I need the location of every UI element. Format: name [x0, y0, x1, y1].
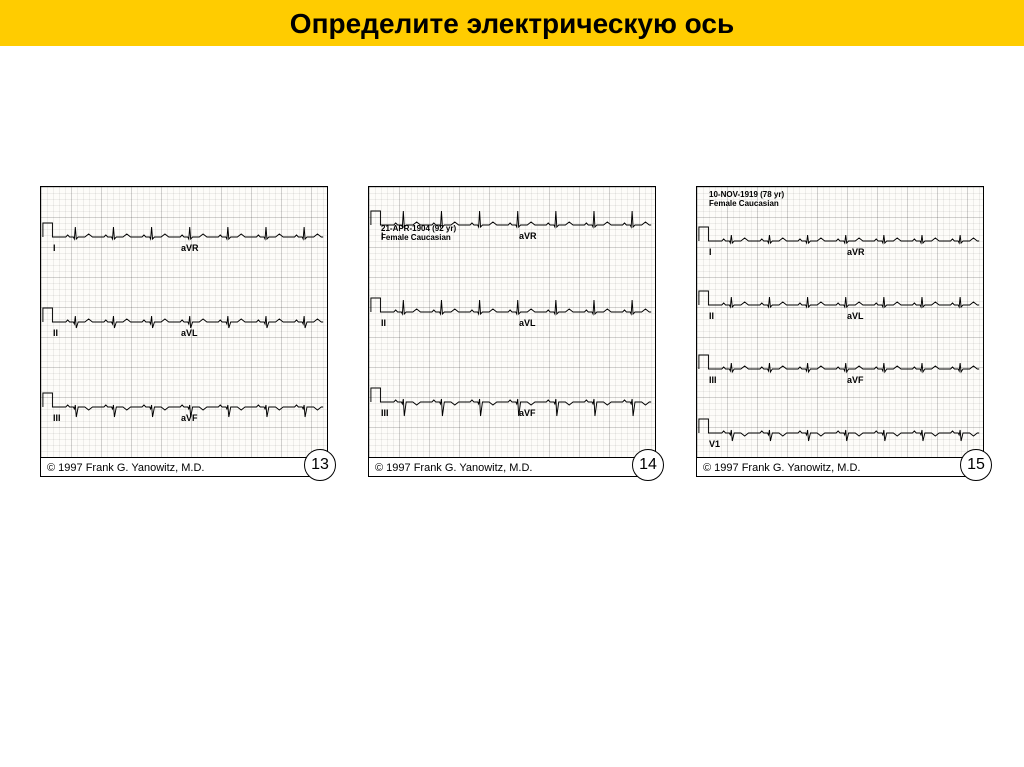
- ecg-trace-path: [699, 419, 979, 441]
- ecg-trace-svg: [697, 275, 983, 335]
- lead-label-right: aVF: [181, 413, 198, 423]
- patient-info-line1: 10-NOV-1919 (78 yr): [709, 190, 784, 199]
- copyright-text: © 1997 Frank G. Yanowitz, M.D.: [696, 458, 984, 477]
- ecg-trace-row: V1: [697, 403, 983, 458]
- lead-label-right: aVF: [519, 408, 536, 418]
- lead-label-left: II: [53, 328, 58, 338]
- ecg-card: IaVR II aVL III aVF © 1997 Frank G. Yanowitz,…: [40, 186, 328, 477]
- lead-label-right: aVL: [181, 328, 198, 338]
- ecg-trace-path: [43, 308, 323, 328]
- ecg-trace-row: IaVR: [697, 211, 983, 271]
- ecg-trace-path: [699, 227, 979, 243]
- lead-label-left: III: [709, 375, 717, 385]
- ecg-trace-path: [699, 291, 979, 307]
- lead-label-left: III: [53, 413, 61, 423]
- ecg-trace-svg: [369, 195, 655, 255]
- ecg-box: IaVR II aVL III aVF: [40, 186, 328, 458]
- ecg-trace-row: III aVF: [369, 372, 655, 432]
- ecg-trace-svg: [41, 377, 327, 437]
- lead-label-left: I: [381, 231, 384, 241]
- ecg-trace-svg: [697, 339, 983, 399]
- ecg-trace-row: III aVF: [697, 339, 983, 399]
- ecg-trace-row: III aVF: [41, 377, 327, 437]
- ecg-card: 10-NOV-1919 (78 yr)Female CaucasianIaVRI…: [696, 186, 984, 477]
- lead-label-left: I: [709, 247, 712, 257]
- card-number-badge: 13: [304, 449, 336, 481]
- ecg-trace-svg: [41, 207, 327, 267]
- ecg-trace-path: [371, 298, 651, 314]
- lead-label-right: aVR: [847, 247, 865, 257]
- lead-label-left: II: [709, 311, 714, 321]
- ecg-trace-path: [371, 211, 651, 227]
- ecg-trace-svg: [41, 292, 327, 352]
- ecg-box: 10-NOV-1919 (78 yr)Female CaucasianIaVRI…: [696, 186, 984, 458]
- ecg-trace-row: IaVR: [41, 207, 327, 267]
- ecg-trace-path: [699, 355, 979, 372]
- patient-info-line2: Female Caucasian: [709, 199, 779, 208]
- ecg-trace-row: II aVL: [369, 282, 655, 342]
- lead-label-right: aVL: [519, 318, 536, 328]
- lead-label-right: aVR: [519, 231, 537, 241]
- ecg-trace-row: II aVL: [41, 292, 327, 352]
- lead-label-left: III: [381, 408, 389, 418]
- lead-label-left: V1: [709, 439, 720, 449]
- patient-info: 10-NOV-1919 (78 yr)Female Caucasian: [709, 191, 784, 209]
- ecg-trace-path: [371, 388, 651, 416]
- ecg-trace-svg: [369, 372, 655, 432]
- lead-label-right: aVL: [847, 311, 864, 321]
- lead-label-right: aVR: [181, 243, 199, 253]
- ecg-box: 21-APR-1904 (92 yr)Female CaucasianIaVRI…: [368, 186, 656, 458]
- page-title: Определите электрическую ось: [0, 8, 1024, 40]
- card-number-badge: 14: [632, 449, 664, 481]
- card-number-badge: 15: [960, 449, 992, 481]
- ecg-trace-svg: [369, 282, 655, 342]
- ecg-card-row: IaVRIIaVLIIIaVF© 1997 Frank G. Yanowitz,…: [0, 46, 1024, 477]
- ecg-trace-path: [43, 223, 323, 239]
- lead-label-left: II: [381, 318, 386, 328]
- lead-label-right: aVF: [847, 375, 864, 385]
- ecg-trace-svg: [697, 211, 983, 271]
- ecg-trace-row: IaVR: [369, 195, 655, 255]
- copyright-text: © 1997 Frank G. Yanowitz, M.D.: [40, 458, 328, 477]
- lead-label-left: I: [53, 243, 56, 253]
- ecg-trace-row: II aVL: [697, 275, 983, 335]
- ecg-trace-svg: [697, 403, 983, 458]
- title-bar: Определите электрическую ось: [0, 0, 1024, 46]
- ecg-card: 21-APR-1904 (92 yr)Female CaucasianIaVRI…: [368, 186, 656, 477]
- copyright-text: © 1997 Frank G. Yanowitz, M.D.: [368, 458, 656, 477]
